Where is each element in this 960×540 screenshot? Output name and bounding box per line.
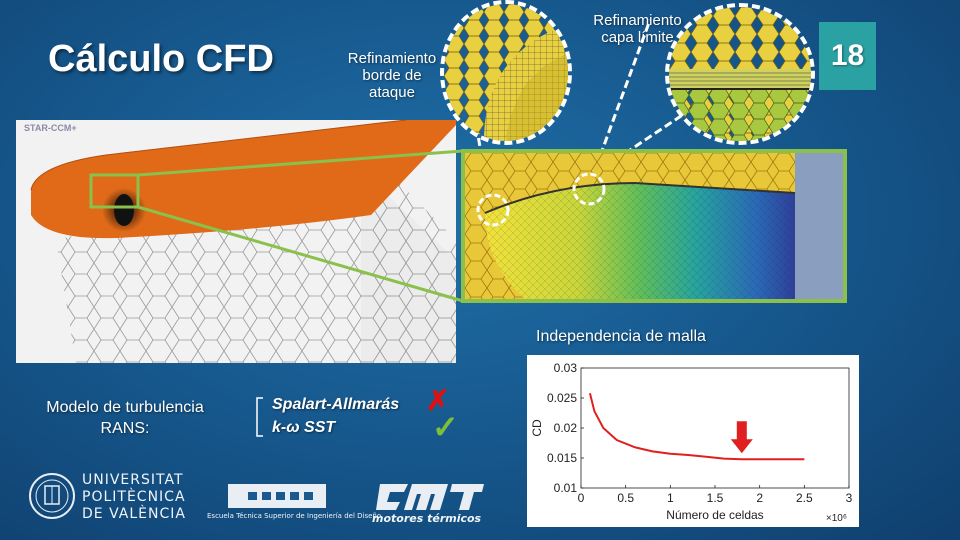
page-number-badge: 18 [819, 22, 876, 90]
leading-edge-callout: Refinamiento borde de ataque [332, 50, 452, 101]
etsid-logo-icon [228, 484, 326, 508]
x-tick-label: 0 [578, 491, 585, 505]
x-multiplier-label: ×10⁶ [826, 513, 847, 524]
y-tick-label: 0.03 [554, 361, 578, 375]
cmt-logo-text: motores térmicos [372, 512, 482, 525]
upv-logo: UNIVERSITAT POLITÈCNICA DE VALÈNCIA [82, 472, 186, 523]
rejected-cross-icon: ✗ [426, 385, 450, 416]
y-tick-label: 0.01 [554, 481, 578, 495]
turbulence-label-line: RANS: [100, 420, 150, 437]
cfd-mesh-graphic [18, 120, 456, 363]
cd-series-line [588, 392, 805, 461]
selected-mesh-arrow-icon [730, 421, 753, 454]
upv-seal-icon [28, 470, 76, 522]
slide-title: Cálculo CFD [48, 38, 274, 80]
model-k-omega-sst: k-ω SST [272, 419, 336, 436]
x-tick-label: 1.5 [707, 491, 724, 505]
y-tick-label: 0.02 [554, 421, 578, 435]
accepted-check-icon: ✓ [432, 409, 459, 445]
mesh-independence-chart: 0 0.5 1 1.5 2 2.5 3 0.01 0.015 0.02 0.025 0.03 Númer… [527, 355, 859, 527]
callout-line: Refinamiento [347, 50, 437, 67]
x-tick-label: 2 [756, 491, 763, 505]
x-axis-label: Número de celdas [666, 508, 763, 522]
etsid-logo-text: Escuela Técnica Superior de Ingeniería d… [207, 512, 382, 520]
model-spalart-allmaras: Spalart-Allmarás [272, 396, 400, 413]
software-label: STAR-CCM+ [24, 123, 77, 133]
callout-line: borde de [362, 67, 422, 84]
cmt-logo-icon [374, 482, 486, 512]
x-tick-label: 3 [846, 491, 853, 505]
callout-line: Refinamiento [593, 12, 682, 29]
upv-line: POLITÈCNICA [82, 489, 186, 505]
chart-plot: 0 0.5 1 1.5 2 2.5 3 0.01 0.015 0.02 0.025 0.03 Númer… [530, 361, 853, 524]
x-tick-label: 2.5 [796, 491, 813, 505]
y-tick-label: 0.025 [547, 391, 577, 405]
y-tick-label: 0.015 [547, 451, 577, 465]
upv-line: UNIVERSITAT [82, 472, 184, 488]
upv-line: DE VALÈNCIA [82, 506, 186, 522]
callout-line: ataque [369, 84, 415, 101]
cfd-mesh-view: STAR-CCM+ [16, 120, 456, 363]
turbulence-model-label: Modelo de turbulencia RANS: [30, 397, 220, 439]
boundary-layer-magnifier [665, 3, 815, 145]
boundary-layer-callout: Refinamiento capa límite [575, 12, 700, 46]
mesh-independence-label: Independencia de malla [536, 328, 706, 345]
x-tick-label: 0.5 [617, 491, 634, 505]
model-bracket [256, 397, 263, 437]
x-tick-label: 1 [667, 491, 674, 505]
zoomed-mesh-graphic [465, 153, 843, 299]
leading-edge-magnifier [440, 0, 572, 145]
callout-line: capa límite [601, 29, 674, 46]
zoomed-mesh-view [461, 149, 847, 303]
y-axis-label: CD [530, 419, 544, 437]
turbulence-label-line: Modelo de turbulencia [46, 399, 204, 416]
plot-frame [580, 367, 850, 489]
